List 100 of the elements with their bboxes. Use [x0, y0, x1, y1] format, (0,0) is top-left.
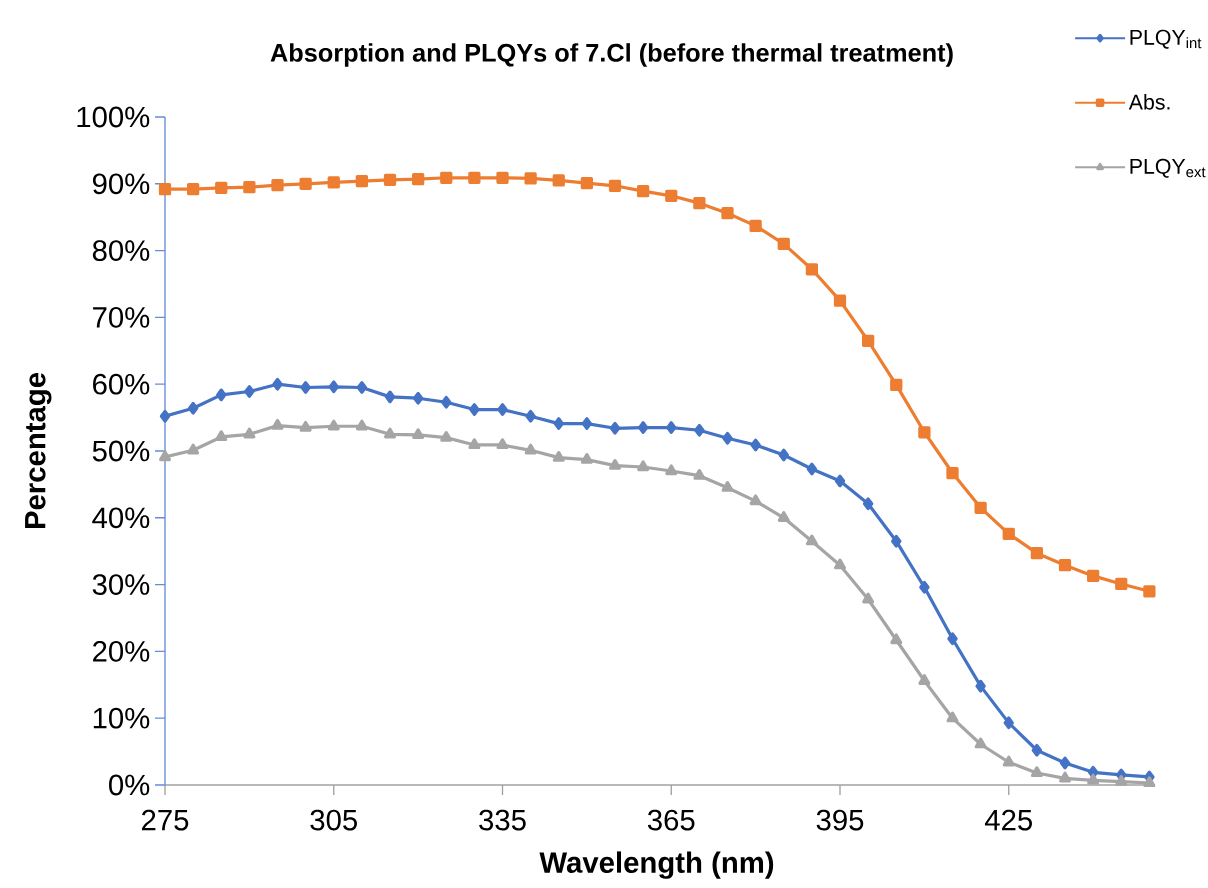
point — [665, 189, 678, 202]
y-tick-label: 100% — [77, 106, 150, 128]
point — [975, 679, 986, 693]
legend-label: PLQY$_{int}$ — [1130, 29, 1202, 49]
point — [919, 580, 930, 594]
point — [1031, 743, 1043, 757]
x-tick-label: 425 — [984, 809, 1032, 831]
point — [158, 183, 172, 196]
point — [666, 421, 677, 435]
y-tick-label: 0% — [109, 774, 150, 796]
point — [272, 377, 283, 391]
x-tick-label: 395 — [816, 809, 864, 831]
x-tick-label: 365 — [647, 809, 695, 831]
point — [890, 378, 903, 391]
y-tick-label: 40% — [92, 507, 150, 529]
point — [609, 459, 621, 470]
point — [1087, 773, 1100, 785]
point — [862, 497, 874, 511]
point — [1058, 559, 1072, 572]
point — [215, 181, 228, 194]
point — [524, 172, 537, 185]
point — [159, 450, 171, 462]
point — [552, 451, 565, 462]
point — [440, 171, 453, 184]
point — [749, 219, 762, 232]
point — [187, 401, 199, 415]
point — [722, 431, 733, 445]
point — [328, 380, 339, 394]
point — [440, 430, 453, 442]
point — [946, 466, 959, 480]
point — [300, 381, 311, 394]
point — [327, 419, 340, 431]
point — [946, 711, 959, 723]
point — [524, 443, 537, 455]
point — [693, 469, 706, 480]
point — [497, 403, 508, 416]
y-tick-label: 50% — [92, 440, 150, 462]
y-axis-title: Percentage — [25, 372, 52, 529]
point — [834, 474, 846, 488]
point — [974, 501, 987, 514]
point — [890, 633, 903, 645]
point — [384, 390, 396, 404]
x-tick-label: 335 — [479, 809, 526, 831]
chart-title: Absorption and PLQYs of 7.Cl (before thermal treatment) — [270, 43, 953, 67]
point — [1002, 755, 1015, 767]
point — [1115, 774, 1128, 786]
point — [356, 381, 368, 394]
point — [1030, 766, 1043, 778]
point — [383, 173, 397, 186]
point — [327, 176, 340, 189]
point — [750, 438, 761, 452]
point — [918, 674, 931, 685]
point — [412, 391, 424, 405]
point — [806, 462, 818, 476]
point — [693, 197, 706, 210]
point — [1002, 527, 1015, 540]
point — [947, 632, 958, 646]
point — [891, 534, 902, 548]
point — [468, 171, 481, 184]
point — [216, 388, 227, 402]
point — [496, 438, 509, 450]
point — [271, 178, 284, 192]
point — [412, 428, 425, 440]
y-tick-label: 20% — [93, 640, 150, 662]
point — [244, 385, 255, 398]
point — [271, 418, 284, 430]
y-tick-label: 70% — [93, 306, 150, 328]
point — [355, 174, 369, 188]
point — [525, 409, 536, 423]
point — [384, 427, 396, 439]
y-tick-label: 80% — [92, 240, 150, 261]
point — [1086, 569, 1100, 583]
legend-label: Abs. — [1128, 93, 1170, 110]
point — [412, 172, 425, 186]
point — [215, 430, 228, 442]
point — [1059, 771, 1071, 783]
point — [355, 419, 368, 431]
point — [1059, 756, 1071, 770]
point — [1143, 776, 1156, 788]
point — [805, 534, 818, 546]
point — [469, 403, 480, 416]
legend-label: PLQY$_{ext}$ — [1130, 158, 1206, 178]
point — [861, 334, 875, 347]
point — [749, 494, 762, 506]
point — [186, 183, 200, 196]
point — [834, 558, 846, 570]
point — [608, 179, 622, 192]
point — [243, 427, 256, 439]
x-tick-label: 305 — [310, 809, 357, 831]
point — [159, 409, 171, 423]
point — [552, 174, 565, 187]
y-tick-label: 60% — [93, 373, 150, 395]
point — [974, 737, 987, 749]
point — [665, 464, 678, 476]
x-axis-title: Wavelength (nm) — [539, 851, 774, 879]
point — [778, 448, 789, 462]
point — [299, 420, 312, 432]
point — [1030, 547, 1044, 560]
point — [468, 438, 481, 450]
point — [441, 395, 452, 409]
